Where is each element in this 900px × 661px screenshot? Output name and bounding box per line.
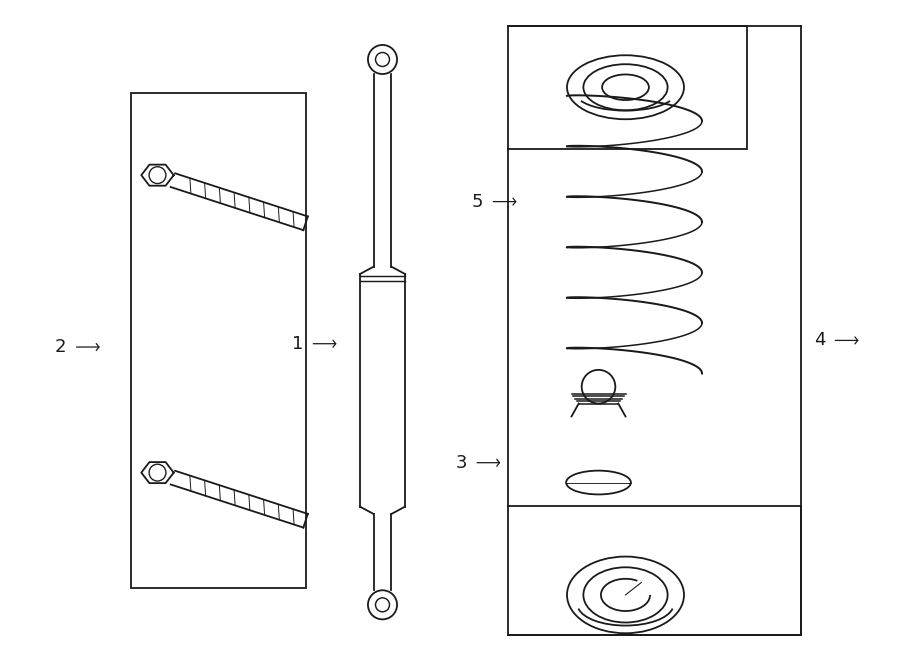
Text: 4: 4 — [814, 331, 825, 350]
Bar — [130, 93, 306, 588]
Text: 1: 1 — [292, 334, 303, 353]
Bar — [508, 506, 801, 635]
Text: 2: 2 — [55, 338, 67, 356]
Bar — [508, 26, 747, 149]
Text: 5: 5 — [472, 192, 483, 211]
Text: 3: 3 — [455, 453, 467, 472]
